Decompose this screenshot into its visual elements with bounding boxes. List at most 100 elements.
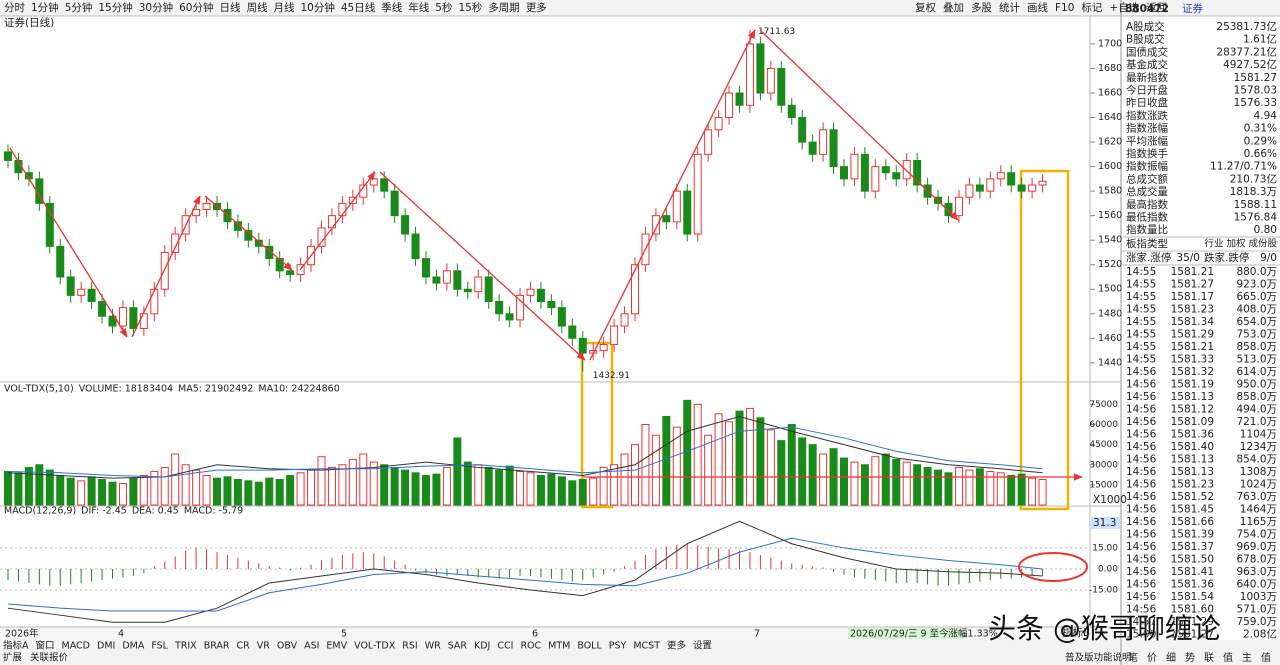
tab[interactable]: KDJ bbox=[474, 641, 490, 652]
tick-price: 1581.21 bbox=[1171, 341, 1214, 353]
status-icon[interactable]: 笔 bbox=[1128, 651, 1138, 664]
tab[interactable]: BOLL bbox=[577, 641, 602, 652]
toolbar-item[interactable]: 月线 bbox=[274, 1, 295, 14]
candle-body bbox=[516, 294, 525, 321]
toolbar-item[interactable]: +自选 bbox=[1109, 1, 1139, 14]
toolbar-item[interactable]: 15分钟 bbox=[98, 1, 132, 14]
toolbar-item[interactable]: 返回 bbox=[1146, 2, 1167, 14]
tick-price: 1581.32 bbox=[1171, 366, 1214, 378]
toolbar-item[interactable]: 季线 bbox=[381, 1, 402, 14]
toolbar-item[interactable]: 周线 bbox=[247, 1, 268, 14]
tick-volume: 1104万 bbox=[1240, 429, 1277, 441]
toolbar-item[interactable]: 多周期 bbox=[488, 1, 520, 14]
candle-body bbox=[610, 325, 619, 345]
tab[interactable]: VR bbox=[257, 641, 270, 652]
indicator-b[interactable]: 指标B bbox=[1062, 626, 1090, 639]
y-tick-label: 30000 bbox=[1089, 460, 1118, 470]
tab[interactable]: WR bbox=[425, 641, 441, 652]
toolbar-item[interactable]: 5分钟 bbox=[65, 1, 93, 14]
tab[interactable]: 扩展 bbox=[3, 652, 23, 664]
tab[interactable]: PSY bbox=[609, 641, 627, 652]
candle-body bbox=[150, 288, 159, 315]
toolbar-item[interactable]: 日线 bbox=[220, 1, 241, 14]
toolbar-item[interactable]: 1分钟 bbox=[31, 1, 59, 14]
tab[interactable]: ASI bbox=[304, 641, 319, 652]
tab[interactable]: CCI bbox=[497, 641, 513, 652]
tick-time: 14:56 bbox=[1126, 566, 1157, 578]
toolbar-item[interactable]: 30分钟 bbox=[139, 1, 173, 14]
stat-value: 25381.73亿 bbox=[1216, 20, 1277, 33]
candle-body bbox=[756, 43, 765, 94]
toolbar-item[interactable]: F10 bbox=[1055, 2, 1074, 14]
tab[interactable]: ROC bbox=[520, 641, 541, 652]
candle-body bbox=[171, 233, 180, 253]
tab[interactable]: DMA bbox=[122, 641, 145, 652]
tab[interactable]: RSI bbox=[402, 641, 417, 652]
tick-price: 1581.29 bbox=[1171, 329, 1214, 341]
tab[interactable]: 设置 bbox=[693, 641, 712, 652]
volume-bar bbox=[296, 472, 305, 506]
volume-bar bbox=[610, 464, 619, 506]
tab[interactable]: TRIX bbox=[174, 641, 197, 652]
toolbar-item[interactable]: 10分钟 bbox=[301, 1, 335, 14]
toolbar-item[interactable]: 标记 bbox=[1081, 2, 1103, 14]
candle-body bbox=[118, 307, 127, 327]
volume-bar bbox=[474, 464, 483, 506]
status-icon[interactable]: 细 bbox=[1166, 651, 1176, 664]
volume-bar bbox=[725, 421, 734, 506]
toolbar-item[interactable]: 45日线 bbox=[341, 1, 376, 14]
tick-price: 1581.21 bbox=[1171, 266, 1214, 278]
candle-body bbox=[766, 67, 775, 94]
tick-price: 1581.39 bbox=[1171, 529, 1214, 541]
tick-time: 15:00 bbox=[1126, 629, 1156, 641]
tab[interactable]: VOL-TDX bbox=[354, 641, 396, 652]
volume-bar bbox=[24, 466, 33, 506]
highlight-box bbox=[580, 341, 614, 509]
tab[interactable]: 窗口 bbox=[36, 640, 55, 652]
candle-body bbox=[996, 172, 1005, 180]
tab[interactable]: 更多 bbox=[667, 640, 686, 652]
tab[interactable]: BRAR bbox=[204, 641, 230, 652]
tab[interactable]: MCST bbox=[633, 641, 660, 652]
help-link[interactable]: 普及版功能说明 bbox=[1065, 652, 1132, 664]
stat-value: 0.80 bbox=[1254, 224, 1277, 236]
type-options[interactable]: 行业 加权 成份股 bbox=[1204, 238, 1277, 250]
volume-bar bbox=[87, 476, 96, 506]
tick-time: 14:56 bbox=[1126, 554, 1157, 566]
volume-bar bbox=[819, 453, 828, 506]
toolbar-item[interactable]: 15秒 bbox=[458, 1, 482, 14]
volume-bar bbox=[442, 466, 451, 506]
tab[interactable]: SAR bbox=[448, 641, 468, 652]
volume-bar bbox=[1007, 474, 1016, 506]
toolbar-item[interactable]: 多股 bbox=[971, 1, 992, 14]
tab[interactable]: OBV bbox=[277, 641, 298, 652]
tab[interactable]: CR bbox=[237, 641, 251, 652]
status-icon[interactable]: 值 bbox=[1223, 651, 1233, 664]
toolbar-item[interactable]: 更多 bbox=[526, 1, 547, 14]
status-icon[interactable]: 主 bbox=[1242, 652, 1252, 664]
toolbar-item[interactable]: 复权 bbox=[915, 1, 936, 14]
toolbar-item[interactable]: 年线 bbox=[408, 1, 429, 14]
status-icon[interactable]: 价 bbox=[1147, 652, 1157, 664]
status-icon[interactable]: 值 bbox=[1261, 651, 1271, 664]
toolbar-item[interactable]: 画线 bbox=[1027, 1, 1049, 14]
status-icon[interactable]: 联 bbox=[1204, 652, 1214, 664]
tab[interactable]: EMV bbox=[326, 641, 347, 652]
tab[interactable]: FSL bbox=[151, 641, 168, 652]
status-icon[interactable]: 势 bbox=[1185, 651, 1195, 664]
tab[interactable]: MTM bbox=[548, 641, 570, 652]
toolbar-item[interactable]: 分时 bbox=[4, 2, 25, 14]
tab[interactable]: MACD bbox=[62, 641, 90, 652]
trend-arrow bbox=[379, 171, 586, 361]
tab[interactable]: 指标A bbox=[3, 640, 29, 652]
toolbar-item[interactable]: 60分钟 bbox=[179, 1, 213, 14]
tab[interactable]: DMI bbox=[97, 641, 115, 652]
volume-bar bbox=[620, 453, 629, 506]
volume-bar bbox=[766, 429, 775, 506]
toolbar-item[interactable]: 5秒 bbox=[435, 1, 453, 14]
candle-body bbox=[902, 159, 911, 180]
tab[interactable]: 关联报价 bbox=[30, 652, 69, 664]
toolbar-item[interactable]: 统计 bbox=[999, 1, 1020, 14]
candle-body bbox=[568, 325, 577, 339]
toolbar-item[interactable]: 叠加 bbox=[943, 2, 964, 14]
